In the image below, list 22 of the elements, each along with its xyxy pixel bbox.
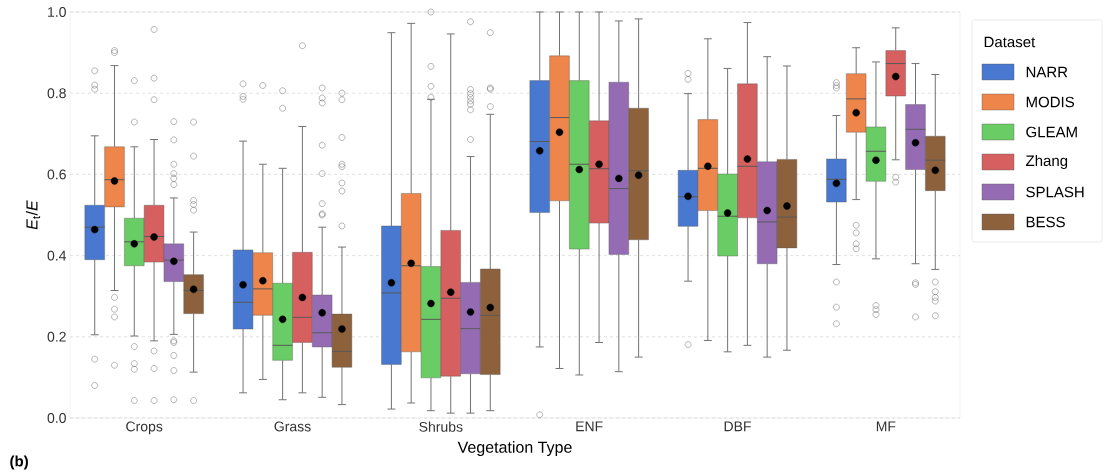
x-tick-label: MF xyxy=(876,421,896,432)
x-tick-label: Crops xyxy=(126,421,163,435)
legend-label: BESS xyxy=(1026,216,1065,228)
y-axis-title: E$_{t}$/E xyxy=(25,200,41,230)
y-tick-label: 1.0 xyxy=(48,7,66,17)
x-tick-label: ENF xyxy=(576,421,603,432)
y-tick-label: 0.0 xyxy=(47,413,66,423)
legend-label: SPLASH xyxy=(1026,186,1084,198)
x-tick-label: DBF xyxy=(724,421,751,432)
x-tick-label: Grass xyxy=(274,421,311,432)
x-axis-title: Vegetation Type xyxy=(457,441,572,456)
legend-label: MODIS xyxy=(1026,96,1075,108)
legend-title: Dataset xyxy=(984,36,1036,48)
legend-label: GLEAM xyxy=(1026,126,1077,138)
legend-label: NARR xyxy=(1026,66,1068,78)
y-tick-label: 0.4 xyxy=(47,250,67,261)
y-tick-label: 0.2 xyxy=(47,331,66,342)
y-tick-label: 0.6 xyxy=(47,169,66,180)
legend-label: Zhang xyxy=(1026,155,1068,169)
y-tick-label: 0.8 xyxy=(47,88,66,99)
text: (b) xyxy=(10,455,28,470)
x-tick-label: Shrubs xyxy=(419,421,463,432)
